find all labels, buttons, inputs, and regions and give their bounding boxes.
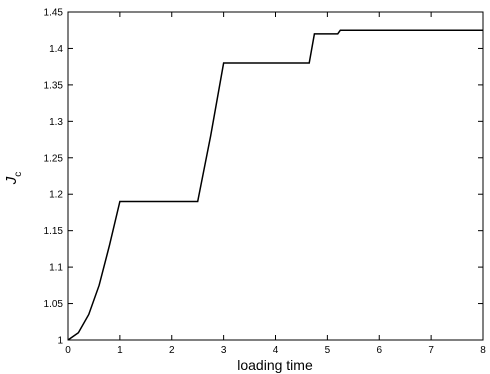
data-line [67, 29, 483, 341]
x-tick-label: 1 [117, 345, 123, 356]
y-tick-label: 1.25 [44, 153, 64, 164]
y-tick-label: 1.1 [49, 263, 63, 274]
y-tick-label: 1.15 [44, 226, 64, 237]
y-tick-label: 1.45 [44, 8, 64, 19]
y-tick-label: 1.4 [49, 44, 63, 55]
y-tick-label: 1.35 [44, 80, 64, 91]
x-tick-label: 7 [428, 345, 434, 356]
plot-frame [67, 11, 484, 341]
y-tick-label: 1.05 [44, 299, 64, 310]
y-tick-label: 1.3 [49, 117, 63, 128]
y-axis-label-main: J [3, 176, 20, 185]
x-tick-label: 2 [169, 345, 175, 356]
x-tick-label: 3 [221, 345, 227, 356]
x-tick-label: 6 [376, 345, 382, 356]
x-axis-label: loading time [237, 357, 313, 373]
y-tick-label: 1.2 [49, 190, 63, 201]
y-axis-label-sub: c [13, 172, 24, 177]
y-tick-label: 1 [57, 336, 63, 347]
x-tick-label: 5 [325, 345, 331, 356]
x-tick-label: 8 [480, 345, 486, 356]
x-tick-label: 4 [273, 345, 279, 356]
y-axis-label: Jc [3, 172, 24, 186]
x-tick-label: 0 [65, 345, 71, 356]
